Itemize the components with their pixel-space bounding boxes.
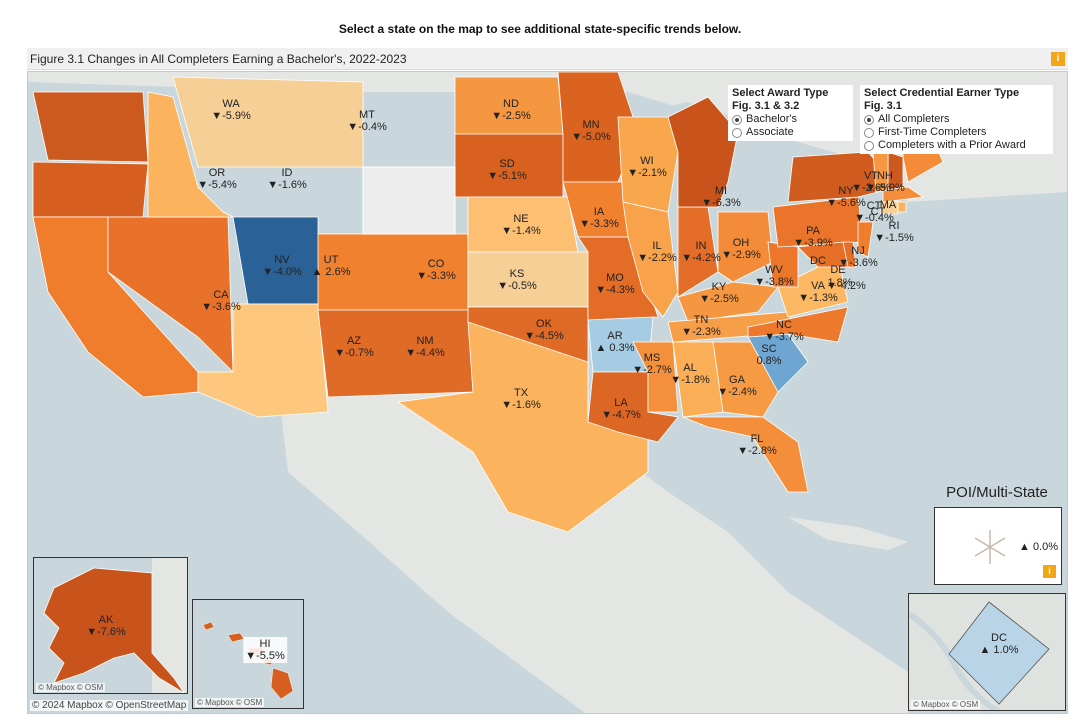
state-IL[interactable] — [622, 201, 679, 318]
state-RI[interactable] — [897, 201, 907, 213]
state-PA[interactable] — [772, 196, 864, 248]
award-option-label: Bachelor's — [746, 113, 798, 125]
state-WA[interactable] — [32, 91, 149, 163]
state-DC — [948, 601, 1050, 705]
earner-type-panel: Select Credential Earner Type Fig. 3.1 A… — [860, 85, 1053, 154]
state-TX[interactable] — [396, 321, 649, 533]
inset-attribution: © Mapbox © OSM — [195, 698, 265, 707]
hawaii-inset[interactable]: HI ▼-5.5% © Mapbox © OSM — [192, 599, 304, 709]
dc-inset[interactable]: DC ▲ 1.0% © Mapbox © OSM — [908, 593, 1066, 711]
state-NJ[interactable] — [857, 221, 874, 258]
earner-option-prior-award[interactable]: Completers with a Prior Award — [864, 139, 1049, 152]
state-CO[interactable] — [317, 233, 469, 311]
figure-header: Figure 3.1 Changes in All Completers Ear… — [27, 48, 1068, 70]
state-WY[interactable] — [362, 166, 456, 235]
state-KS[interactable] — [467, 251, 589, 308]
radio-unselected-icon[interactable] — [864, 140, 874, 151]
earner-option-label: Completers with a Prior Award — [878, 139, 1026, 151]
mexico-land — [278, 387, 908, 713]
state-IN[interactable] — [677, 206, 719, 298]
state-CT[interactable] — [880, 201, 899, 215]
state-VT[interactable] — [872, 151, 889, 193]
info-icon[interactable]: i — [1051, 52, 1065, 66]
earner-panel-title: Select Credential Earner Type — [864, 87, 1020, 99]
dc-map — [909, 601, 1050, 710]
cuba-land — [788, 517, 908, 550]
hawaii-island-2 — [227, 632, 245, 643]
state-NH[interactable] — [887, 151, 904, 191]
inset-attribution: © Mapbox © OSM — [36, 683, 106, 692]
earner-option-label: First-Time Completers — [878, 126, 987, 138]
map-canvas — [28, 72, 1067, 713]
hawaii-island-5 — [270, 667, 294, 700]
state-NC[interactable] — [747, 306, 849, 343]
state-WV[interactable] — [767, 241, 799, 288]
state-WI[interactable] — [617, 116, 679, 213]
state-SD[interactable] — [454, 133, 564, 198]
state-NM[interactable] — [317, 309, 474, 398]
alaska-map — [43, 558, 187, 693]
hawaii-island-3 — [247, 647, 266, 656]
award-panel-subtitle: Fig. 3.1 & 3.2 — [732, 100, 800, 112]
us-choropleth-map[interactable]: Select Award Type Fig. 3.1 & 3.2 Bachelo… — [27, 71, 1068, 714]
inset-attribution: © Mapbox © OSM — [911, 700, 981, 709]
earner-option-all[interactable]: All Completers — [864, 113, 1049, 126]
state-NE[interactable] — [467, 196, 579, 253]
asterisk-icon — [974, 530, 1006, 564]
radio-unselected-icon[interactable] — [864, 127, 874, 138]
state-MT[interactable] — [172, 76, 364, 168]
hawaii-island-4 — [262, 657, 274, 666]
award-option-label: Associate — [746, 126, 794, 138]
instruction-text: Select a state on the map to see additio… — [338, 22, 742, 36]
state-MI[interactable] — [667, 96, 739, 208]
map-attribution: © 2024 Mapbox © OpenStreetMap — [30, 700, 189, 711]
states-layer — [32, 72, 944, 533]
state-MS[interactable] — [632, 341, 679, 413]
potomac-river — [909, 611, 1001, 710]
state-DE[interactable] — [842, 241, 857, 268]
figure-title: Figure 3.1 Changes in All Completers Ear… — [30, 52, 407, 66]
state-AK — [43, 567, 185, 693]
state-ND[interactable] — [454, 76, 564, 135]
radio-unselected-icon[interactable] — [732, 127, 742, 138]
radio-selected-icon[interactable] — [732, 114, 742, 125]
info-icon[interactable]: i — [1043, 565, 1056, 578]
earner-option-label: All Completers — [878, 113, 950, 125]
state-OH[interactable] — [717, 211, 774, 283]
hawaii-island-1 — [202, 621, 215, 631]
state-FL[interactable] — [682, 416, 809, 493]
poi-multistate-box[interactable]: ▲ 0.0% i — [934, 507, 1062, 585]
alaska-inset[interactable]: AK ▼-7.6% © Mapbox © OSM — [33, 557, 188, 694]
radio-selected-icon[interactable] — [864, 114, 874, 125]
earner-panel-subtitle: Fig. 3.1 — [864, 100, 902, 112]
award-option-associate[interactable]: Associate — [732, 126, 849, 139]
state-OR[interactable] — [32, 161, 149, 218]
hawaii-map — [202, 621, 294, 700]
poi-title: POI/Multi-State — [946, 484, 1048, 501]
state-KY[interactable] — [677, 281, 779, 323]
state-ID[interactable] — [147, 91, 234, 218]
award-option-bachelors[interactable]: Bachelor's — [732, 113, 849, 126]
award-panel-title: Select Award Type — [732, 87, 829, 99]
poi-value: ▲ 0.0% — [1019, 541, 1059, 553]
award-type-panel: Select Award Type Fig. 3.1 & 3.2 Bachelo… — [728, 85, 853, 141]
earner-option-first-time[interactable]: First-Time Completers — [864, 126, 1049, 139]
